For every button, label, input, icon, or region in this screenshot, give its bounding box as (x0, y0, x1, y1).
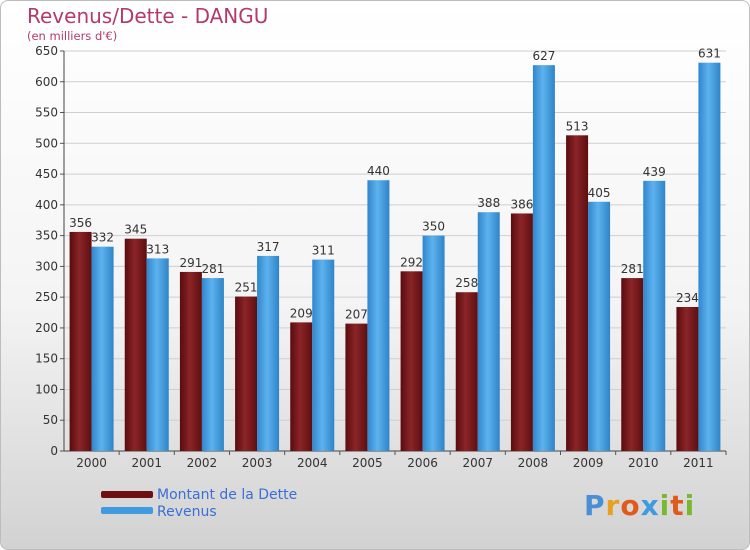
x-tick-label: 2008 (518, 456, 549, 470)
data-label-dette: 234 (676, 291, 699, 305)
y-tick-label: 0 (50, 444, 58, 458)
y-tick-label: 500 (35, 136, 58, 150)
data-label-dette: 281 (621, 262, 644, 276)
legend-swatch-revenus (101, 507, 153, 514)
data-label-dette: 209 (290, 306, 313, 320)
bars (69, 62, 721, 452)
bar-revenus (201, 278, 224, 451)
x-tick-label: 2009 (573, 456, 604, 470)
data-label-revenus: 313 (146, 242, 169, 256)
data-label-dette: 356 (69, 216, 92, 230)
x-tick-label: 2005 (352, 456, 383, 470)
bar-revenus (422, 235, 445, 451)
y-tick-label: 600 (35, 75, 58, 89)
bar-dette (290, 322, 313, 451)
y-tick-label: 300 (35, 259, 58, 273)
bar-dette (235, 296, 258, 451)
data-label-revenus: 350 (422, 220, 445, 234)
logo-letter: o (620, 489, 641, 522)
logo-letter: r (605, 489, 621, 522)
data-label-revenus: 440 (367, 164, 390, 178)
x-tick-label: 2006 (407, 456, 438, 470)
bar-revenus (588, 201, 611, 451)
bar-revenus (257, 255, 280, 451)
data-label-dette: 345 (124, 223, 147, 237)
bar-revenus (367, 180, 390, 451)
x-tick-label: 2003 (242, 456, 273, 470)
data-label-dette: 291 (179, 256, 202, 270)
y-tick-label: 550 (35, 106, 58, 120)
data-label-dette: 386 (510, 197, 533, 211)
bar-dette (566, 135, 589, 452)
bar-revenus (532, 65, 555, 452)
bar-dette (676, 307, 699, 451)
data-label-dette: 258 (455, 276, 478, 290)
data-label-revenus: 317 (257, 240, 280, 254)
logo-letter: x (640, 489, 660, 522)
data-label-revenus: 405 (588, 186, 611, 200)
y-tick-label: 50 (43, 413, 58, 427)
data-label-revenus: 631 (698, 47, 721, 61)
x-tick-label: 2004 (297, 456, 328, 470)
y-tick-label: 650 (35, 44, 58, 58)
bar-revenus (477, 212, 500, 451)
data-label-revenus: 388 (477, 196, 500, 210)
legend-label-revenus: Revenus (157, 504, 217, 520)
bar-dette (400, 271, 423, 451)
data-label-dette: 292 (400, 255, 423, 269)
data-label-revenus: 439 (643, 165, 666, 179)
x-tick-label: 2007 (462, 456, 493, 470)
data-label-revenus: 332 (91, 231, 114, 245)
bar-revenus (91, 246, 114, 451)
data-label-dette: 207 (345, 308, 368, 322)
x-tick-label: 2000 (76, 456, 107, 470)
legend-label-dette: Montant de la Dette (157, 487, 298, 503)
y-tick-label: 150 (35, 352, 58, 366)
y-tick-label: 350 (35, 229, 58, 243)
logo-letter: P (584, 489, 606, 522)
y-tick-label: 100 (35, 382, 58, 396)
data-label-dette: 251 (235, 281, 258, 295)
x-tick-label: 2011 (683, 456, 714, 470)
proxiti-logo: Proxiti (584, 489, 695, 522)
bar-dette (179, 271, 202, 451)
data-label-dette: 513 (566, 119, 589, 133)
chart-subtitle: (en milliers d'€) (27, 29, 118, 43)
x-tick-label: 2001 (131, 456, 162, 470)
bar-revenus (146, 258, 169, 451)
logo-letter: t (670, 489, 685, 522)
x-tick-label: 2010 (628, 456, 659, 470)
y-tick-label: 250 (35, 290, 58, 304)
x-tick-label: 2002 (187, 456, 218, 470)
legend-swatch-dette (101, 491, 153, 498)
y-tick-label: 400 (35, 198, 58, 212)
bar-dette (124, 238, 147, 451)
bar-dette (621, 278, 644, 451)
bar-revenus (312, 259, 335, 451)
data-label-revenus: 281 (201, 262, 224, 276)
axes: 0 50 100 150 200 250 300 350 400 450 500 550 600 650 2… (35, 44, 727, 470)
bar-revenus (698, 62, 721, 451)
logo-letter: i (659, 489, 671, 522)
bar-dette (455, 292, 478, 451)
y-tick-label: 450 (35, 167, 58, 181)
data-label-revenus: 627 (532, 49, 555, 63)
bar-revenus (643, 180, 666, 451)
chart-title: Revenus/Dette - DANGU (27, 4, 269, 28)
bar-dette (69, 231, 92, 451)
data-label-revenus: 311 (312, 244, 335, 258)
y-tick-label: 200 (35, 321, 58, 335)
logo-letter: i (684, 489, 696, 522)
bar-dette (345, 323, 368, 451)
bar-dette (510, 213, 533, 451)
